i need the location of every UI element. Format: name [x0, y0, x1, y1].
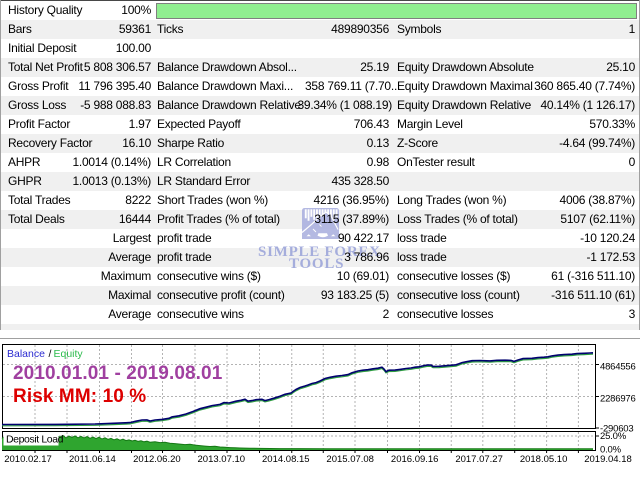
svg-text:Deposit Load: Deposit Load	[6, 434, 64, 446]
svg-text:2019.04.18: 2019.04.18	[584, 454, 632, 465]
svg-text:0.0%: 0.0%	[600, 445, 622, 456]
svg-text:Equity: Equity	[54, 348, 84, 360]
svg-text:2010.02.17: 2010.02.17	[4, 454, 52, 465]
svg-text:/: /	[49, 348, 52, 360]
svg-text:2017.07.27: 2017.07.27	[455, 454, 503, 465]
svg-text:2014.08.15: 2014.08.15	[262, 454, 310, 465]
svg-text:2016.09.16: 2016.09.16	[391, 454, 439, 465]
svg-text:-290603: -290603	[600, 424, 633, 435]
svg-text:2013.07.10: 2013.07.10	[198, 454, 246, 465]
svg-text:25.0%: 25.0%	[600, 431, 627, 442]
svg-text:2011.06.14: 2011.06.14	[69, 454, 116, 465]
svg-text:2015.07.08: 2015.07.08	[326, 454, 374, 465]
svg-text:2012.06.20: 2012.06.20	[133, 454, 181, 465]
svg-text:Balance: Balance	[7, 348, 45, 360]
svg-text:2286976: 2286976	[600, 394, 636, 405]
svg-text:2018.05.10: 2018.05.10	[520, 454, 568, 465]
svg-text:4864556: 4864556	[600, 362, 636, 373]
